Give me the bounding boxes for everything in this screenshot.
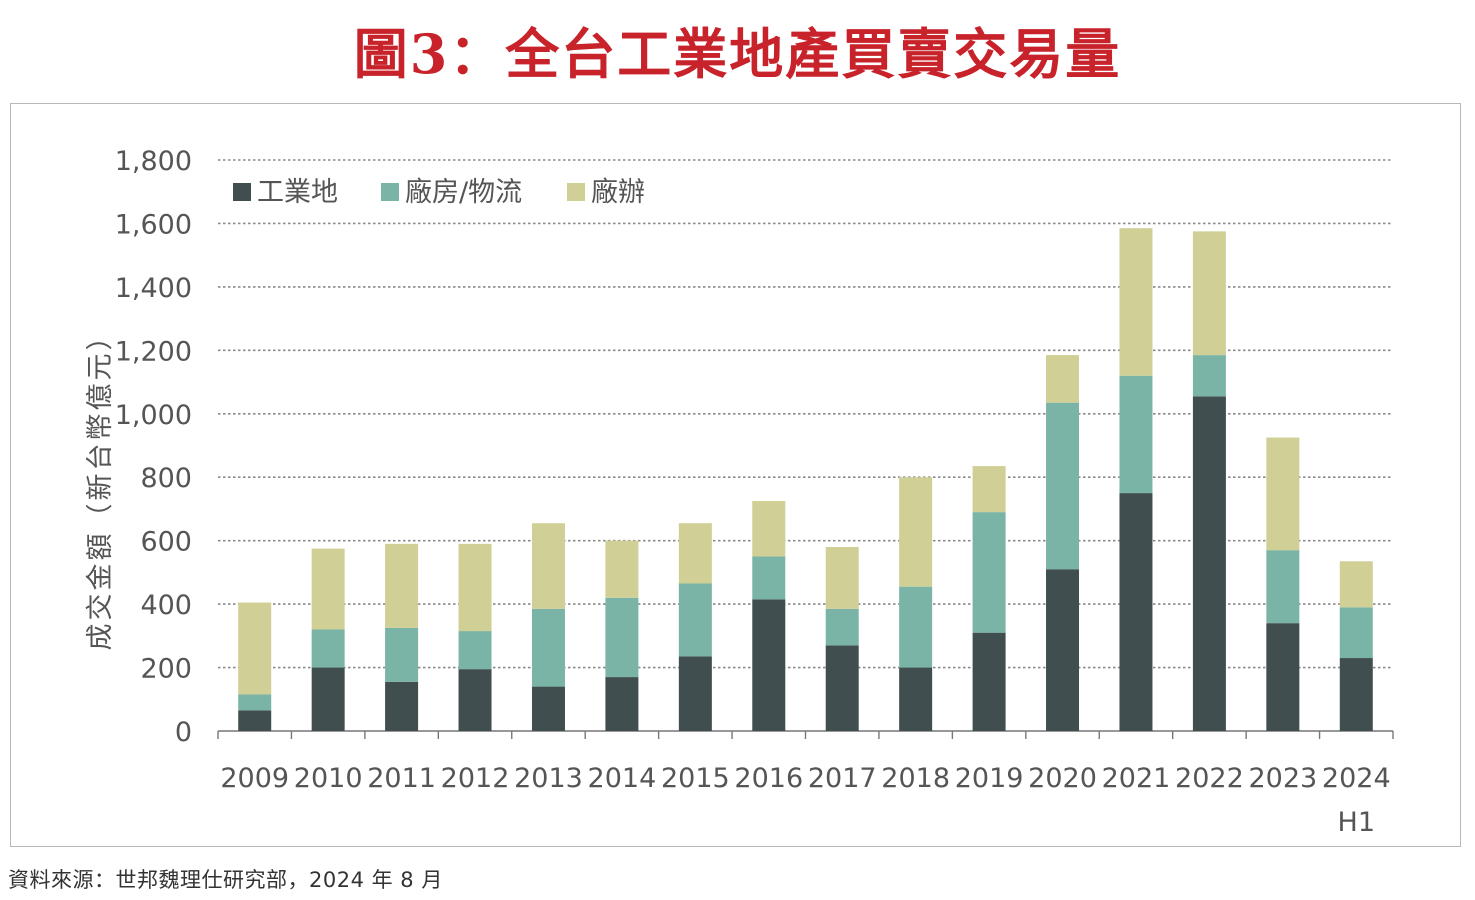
bar-segment [1266,437,1300,551]
bar-segment [1046,402,1080,570]
legend-swatch [381,183,399,201]
bar-segment [385,543,419,628]
legend-label: 廠辦 [591,177,645,208]
bar-segment [972,466,1006,513]
bar-segment [311,667,345,731]
bar-segment [458,669,492,731]
bar-segment [678,523,712,584]
chart-frame: 0 200 400 600 800 1,000 1,200 1,400 1,600 1,800 20… [10,103,1461,847]
bar-segment [311,629,345,668]
y-tick-label: 1,600 [115,209,192,240]
legend-label: 工業地 [257,177,338,208]
y-tick-label: 1,200 [115,336,192,367]
x-tick-label: 2017 [808,763,877,794]
bar-segment [1339,658,1373,731]
bar-segment [972,632,1006,731]
bar-segment [825,645,859,731]
bar-segment [678,656,712,731]
bar-segment [678,583,712,657]
x-tick-label: 2012 [441,763,510,794]
legend-swatch [567,183,585,201]
bar-segment [458,631,492,670]
x-tick-label: 2013 [514,763,583,794]
y-tick-label: 0 [175,717,192,748]
y-tick-label: 1,800 [115,146,192,177]
bar-segment [238,710,272,731]
bar-segment [605,540,639,598]
bar-segment [238,602,272,695]
bar-segment [385,627,419,682]
bar-segment [531,686,565,731]
bar-segment [899,477,933,587]
x-tick-label: 2016 [734,763,803,794]
bar-segment [899,667,933,731]
x-tick-label: 2023 [1248,763,1317,794]
y-tick-label: 800 [140,463,192,494]
bar-segment [972,512,1006,633]
x-tick-label: 2021 [1102,763,1171,794]
chart-title: 圖3：全台工業地產買賣交易量 [353,22,1122,86]
bar-segment [1266,550,1300,624]
bar-segment [1192,355,1226,397]
x-tick-label: 2010 [294,763,363,794]
x-tick-label: 2014 [588,763,657,794]
bar-segment [1339,561,1373,608]
y-tick-label: 400 [140,590,192,621]
bar-segment [1046,355,1080,403]
bar-segment [899,586,933,668]
x-tick-label: 2011 [367,763,436,794]
y-tick-label: 600 [140,527,192,558]
bar-segment [1046,569,1080,731]
bar-segment [311,548,345,630]
bar-segment [531,608,565,687]
bar-segment [752,599,786,731]
bar-segment [458,543,492,632]
source-note: 資料來源：世邦魏理仕研究部，2024 年 8 月 [8,868,443,892]
y-axis-label: 成交金額（新台幣億元） [85,321,116,651]
x-tick-label: 2018 [881,763,950,794]
stacked-bar-chart: 0 200 400 600 800 1,000 1,200 1,400 1,600 1,800 20… [85,146,1394,838]
y-tick-label: 1,400 [115,273,192,304]
x-tick-label: 2020 [1028,763,1097,794]
bar-segment [1119,228,1153,376]
bar-segment [1119,493,1153,731]
y-tick-label: 200 [140,654,192,685]
bar-segment [752,556,786,600]
bar-segment [1266,623,1300,731]
x-tick-label: 2024 [1322,763,1391,794]
bar-segment [385,681,419,731]
bar-segment [1339,607,1373,659]
bar-segment [752,501,786,557]
bar-segment [605,677,639,731]
y-tick-label: 1,000 [115,400,192,431]
bar-segment [605,597,639,678]
x-tick-label: 2019 [955,763,1024,794]
x-tick-label: 2022 [1175,763,1244,794]
x-tick-label: H1 [1338,807,1375,838]
bar-segment [238,694,272,711]
bar-segment [1192,396,1226,731]
legend-swatch [233,183,251,201]
x-tick-label: 2009 [220,763,289,794]
legend-label: 廠房/物流 [405,177,522,208]
bar-segment [1192,231,1226,356]
x-tick-label: 2015 [661,763,730,794]
bar-segment [531,523,565,609]
bar-segment [825,547,859,609]
bar-segment [1119,375,1153,494]
bar-segment [825,608,859,646]
